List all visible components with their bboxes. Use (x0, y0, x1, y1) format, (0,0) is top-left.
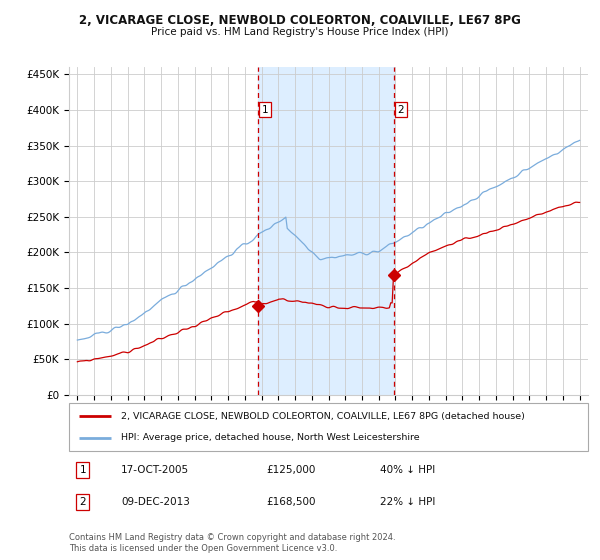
Text: 2, VICARAGE CLOSE, NEWBOLD COLEORTON, COALVILLE, LE67 8PG: 2, VICARAGE CLOSE, NEWBOLD COLEORTON, CO… (79, 14, 521, 27)
Text: 09-DEC-2013: 09-DEC-2013 (121, 497, 190, 507)
Text: £125,000: £125,000 (266, 465, 316, 475)
Text: HPI: Average price, detached house, North West Leicestershire: HPI: Average price, detached house, Nort… (121, 433, 419, 442)
Text: 1: 1 (79, 465, 86, 475)
Text: Contains HM Land Registry data © Crown copyright and database right 2024.
This d: Contains HM Land Registry data © Crown c… (69, 533, 395, 553)
Text: 2: 2 (79, 497, 86, 507)
Text: 22% ↓ HPI: 22% ↓ HPI (380, 497, 436, 507)
Text: Price paid vs. HM Land Registry's House Price Index (HPI): Price paid vs. HM Land Registry's House … (151, 27, 449, 37)
Text: 17-OCT-2005: 17-OCT-2005 (121, 465, 189, 475)
FancyBboxPatch shape (69, 403, 588, 451)
Text: 2: 2 (398, 105, 404, 115)
Bar (258, 67, 394, 395)
Text: 2, VICARAGE CLOSE, NEWBOLD COLEORTON, COALVILLE, LE67 8PG (detached house): 2, VICARAGE CLOSE, NEWBOLD COLEORTON, CO… (121, 412, 525, 421)
Text: £168,500: £168,500 (266, 497, 316, 507)
Text: 40% ↓ HPI: 40% ↓ HPI (380, 465, 436, 475)
Text: 1: 1 (262, 105, 269, 115)
